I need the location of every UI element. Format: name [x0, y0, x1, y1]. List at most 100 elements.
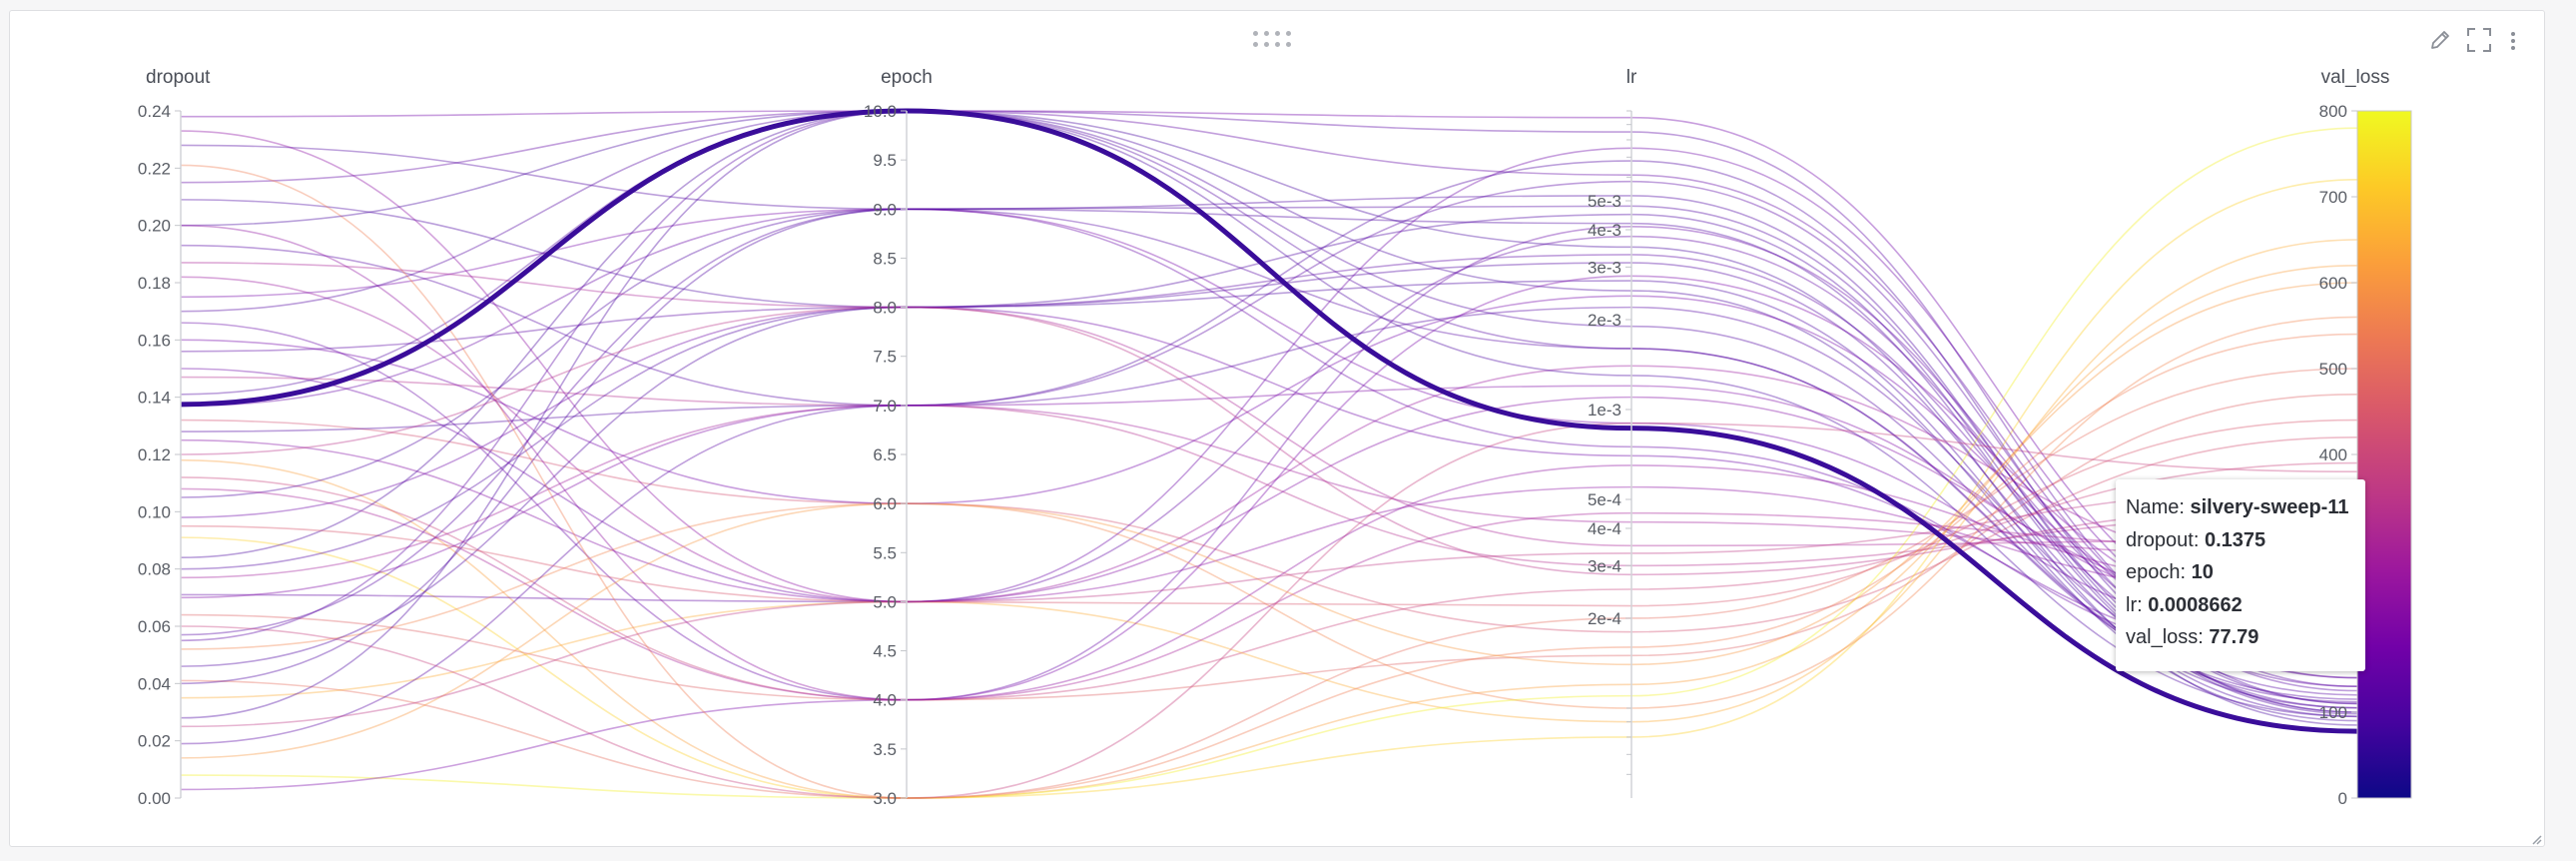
tick-label-dropout: 0.24: [138, 102, 171, 121]
tick-label-val_loss: 0: [2338, 789, 2347, 808]
tooltip-epoch-row: epoch: 10: [2126, 556, 2365, 589]
axis-title-val_loss: val_loss: [2321, 67, 2390, 88]
tooltip-name-label: Name:: [2126, 496, 2191, 518]
tick-label-epoch: 10.0: [864, 102, 897, 121]
run-line[interactable]: [180, 110, 2358, 687]
tick-label-epoch: 6.0: [873, 494, 897, 513]
run-line[interactable]: [180, 224, 2358, 701]
tick-label-epoch: 7.0: [873, 397, 897, 416]
tick-label-epoch: 5.0: [873, 592, 897, 611]
tick-label-val_loss: 600: [2319, 274, 2347, 293]
run-line[interactable]: [180, 208, 2358, 670]
pencil-icon[interactable]: [2426, 25, 2452, 55]
tick-label-lr: 5e-4: [1588, 490, 1621, 509]
run-line[interactable]: [180, 306, 2358, 662]
tick-label-dropout: 0.08: [138, 560, 171, 579]
fullscreen-icon[interactable]: [2464, 25, 2494, 55]
run-line[interactable]: [180, 180, 2358, 745]
axis-title-dropout: dropout: [146, 67, 211, 88]
tick-label-dropout: 0.06: [138, 617, 171, 636]
tooltip-dropout-label: dropout:: [2126, 528, 2205, 551]
tick-label-lr: 2e-3: [1588, 311, 1621, 330]
tick-label-dropout: 0.00: [138, 789, 171, 808]
tick-label-val_loss: 700: [2319, 188, 2347, 207]
tooltip-lr-label: lr:: [2126, 593, 2149, 616]
run-line[interactable]: [180, 144, 2358, 705]
tooltip-val-loss-label: val_loss:: [2126, 626, 2210, 648]
run-line[interactable]: [180, 160, 2358, 705]
run-line[interactable]: [180, 282, 2358, 759]
run-line[interactable]: [180, 235, 2358, 679]
run-line[interactable]: [180, 275, 2358, 791]
run-line[interactable]: [180, 461, 2358, 701]
run-line[interactable]: [180, 208, 2358, 715]
run-line[interactable]: [180, 110, 2358, 709]
run-line[interactable]: [180, 385, 2358, 627]
tick-label-val_loss: 100: [2319, 703, 2347, 722]
run-line[interactable]: [180, 394, 2358, 701]
run-line[interactable]: [180, 213, 2358, 713]
run-line[interactable]: [180, 110, 2358, 653]
tick-label-epoch: 8.5: [873, 249, 897, 268]
tooltip-name-row: Name: silvery-sweep-11: [2126, 491, 2365, 524]
tick-label-val_loss: 400: [2319, 445, 2347, 464]
tick-label-lr: 4e-3: [1588, 221, 1621, 240]
more-vertical-icon[interactable]: [2506, 25, 2520, 55]
tooltip-name-value: silvery-sweep-11: [2190, 496, 2349, 518]
run-line[interactable]: [180, 147, 2358, 662]
tick-label-dropout: 0.22: [138, 159, 171, 178]
run-line[interactable]: [180, 110, 2358, 726]
axis-title-lr: lr: [1626, 67, 1637, 88]
run-line[interactable]: [180, 405, 2358, 579]
tick-label-epoch: 5.5: [873, 543, 897, 562]
run-line[interactable]: [180, 110, 2358, 722]
run-line[interactable]: [180, 254, 2358, 687]
tooltip-val-loss-value: 77.79: [2209, 626, 2259, 648]
tick-label-dropout: 0.18: [138, 274, 171, 293]
resize-handle-icon[interactable]: [2530, 832, 2542, 845]
run-line[interactable]: [180, 164, 2358, 799]
tick-label-epoch: 8.0: [873, 299, 897, 318]
chart-panel: [9, 10, 2545, 847]
run-line[interactable]: [180, 376, 2358, 567]
run-line[interactable]: [180, 396, 2358, 619]
run-line[interactable]: [180, 199, 2358, 718]
run-line[interactable]: [180, 179, 2358, 799]
run-line[interactable]: [180, 295, 2358, 649]
tick-label-epoch: 6.5: [873, 445, 897, 464]
tooltip-lr-row: lr: 0.0008662: [2126, 589, 2365, 622]
run-line[interactable]: [180, 419, 2358, 633]
drag-handle-icon[interactable]: [1253, 29, 1303, 53]
run-line[interactable]: [180, 419, 2358, 607]
run-line[interactable]: [180, 110, 2358, 679]
run-line[interactable]: [180, 127, 2358, 799]
run-line[interactable]: [180, 195, 2358, 713]
run-line[interactable]: [180, 276, 2358, 603]
run-line[interactable]: [180, 110, 2358, 703]
run-line[interactable]: [180, 225, 2358, 701]
run-line[interactable]: [180, 422, 2358, 799]
run-line[interactable]: [180, 316, 2358, 709]
highlighted-run-line[interactable]: [180, 108, 2358, 734]
tick-label-lr: 5e-3: [1588, 192, 1621, 211]
tick-label-dropout: 0.10: [138, 502, 171, 521]
run-line[interactable]: [180, 130, 2358, 603]
tick-label-lr: 1e-3: [1588, 401, 1621, 420]
run-line[interactable]: [180, 208, 2358, 700]
run-line[interactable]: [180, 487, 2358, 728]
axis-title-epoch: epoch: [881, 67, 933, 88]
run-line[interactable]: [180, 262, 2358, 709]
run-line[interactable]: [180, 110, 2358, 719]
run-line[interactable]: [180, 262, 2358, 547]
run-line[interactable]: [180, 239, 2358, 723]
run-line[interactable]: [180, 244, 2358, 696]
run-line[interactable]: [180, 487, 2358, 701]
tick-label-epoch: 4.5: [873, 642, 897, 661]
run-line[interactable]: [180, 265, 2358, 799]
tick-label-epoch: 7.5: [873, 348, 897, 367]
run-line[interactable]: [180, 306, 2358, 576]
run-line[interactable]: [180, 368, 2358, 799]
tick-label-lr: 2e-4: [1588, 609, 1621, 628]
tick-label-val_loss: 500: [2319, 360, 2347, 379]
